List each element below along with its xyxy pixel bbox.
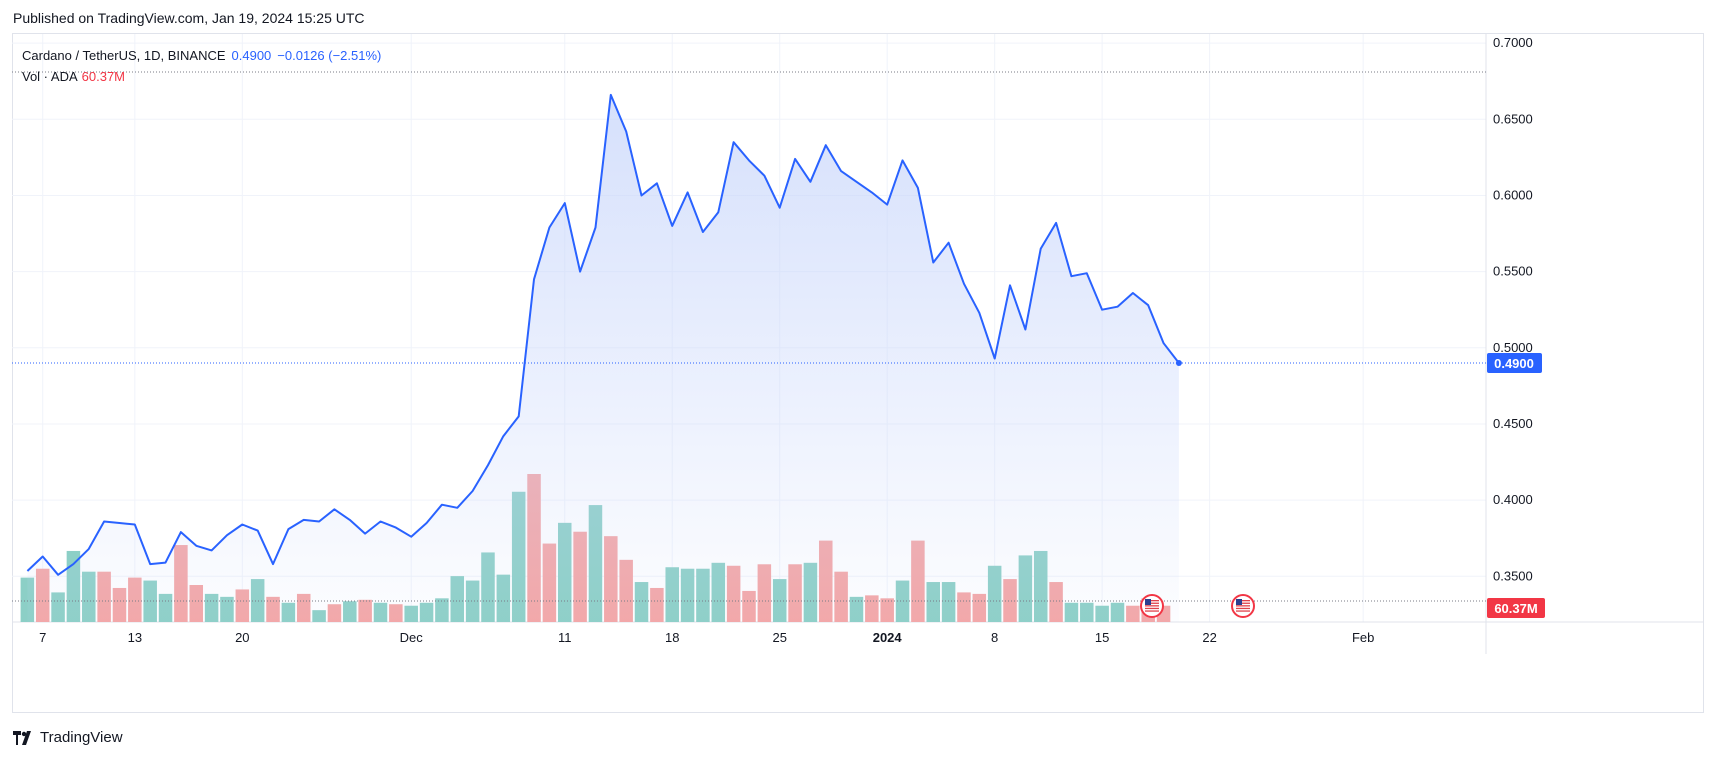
x-tick-label: 15 — [1095, 630, 1109, 645]
flag-stripe — [1145, 605, 1159, 607]
volume-value: 60.37M — [81, 69, 126, 84]
x-tick-label: 20 — [235, 630, 249, 645]
x-tick-label: 18 — [665, 630, 679, 645]
brand-name: TradingView — [40, 729, 123, 746]
x-axis: 7 13 20 Dec 11 18 25 2024 8 15 22 Feb — [39, 630, 1374, 645]
flag-stripe — [1236, 610, 1250, 612]
flag-stripe — [1236, 602, 1250, 604]
us-flag-event-icon[interactable] — [1231, 594, 1255, 618]
x-tick-label: Dec — [400, 630, 424, 645]
flag-stripe — [1236, 600, 1250, 602]
price-series-line — [26, 93, 1180, 576]
y-tick-label: 0.4500 — [1493, 416, 1533, 431]
flag-stripe — [1236, 607, 1250, 610]
x-tick-label: 13 — [128, 630, 142, 645]
y-tick-label: 0.5000 — [1493, 340, 1533, 355]
y-tick-label: 0.7000 — [1493, 35, 1533, 50]
price-line — [26, 93, 1180, 576]
flag-stripe — [1145, 602, 1159, 604]
y-tick-label: 0.6500 — [1493, 111, 1533, 126]
x-tick-label: Feb — [1352, 630, 1374, 645]
tradingview-logo-icon — [13, 730, 31, 745]
y-tick-label: 0.5500 — [1493, 264, 1533, 279]
last-price: 0.4900 — [231, 48, 272, 63]
symbol-label[interactable]: Cardano / TetherUS, 1D, BINANCE — [22, 48, 226, 63]
flag-stripe — [1236, 605, 1250, 607]
chart-legend: Cardano / TetherUS, 1D, BINANCE 0.4900 −0.… — [22, 45, 381, 87]
flag-canton — [1236, 599, 1242, 605]
published-caption: Published on TradingView.com, Jan 19, 20… — [13, 10, 365, 26]
us-flag-event-icon[interactable] — [1140, 594, 1164, 618]
x-tick-label: 7 — [39, 630, 46, 645]
flag-canton — [1145, 599, 1151, 605]
volume-badge — [1487, 598, 1545, 618]
flag-stripe — [1145, 607, 1159, 610]
x-tick-label: 2024 — [873, 630, 903, 645]
volume-badge-label: 60.37M — [1494, 601, 1537, 616]
volume-label[interactable]: Vol · ADA — [22, 69, 78, 84]
x-tick-label: 22 — [1202, 630, 1216, 645]
x-tick-label: 11 — [558, 630, 572, 645]
tradingview-brand[interactable]: TradingView — [13, 729, 123, 746]
price-area-fill — [27, 94, 1179, 622]
flag-stripe — [1145, 600, 1159, 602]
x-tick-label: 8 — [991, 630, 998, 645]
x-tick-label: 25 — [772, 630, 786, 645]
markers — [12, 71, 1486, 618]
last-price-dot — [1175, 360, 1182, 367]
y-axis: 0.7000 0.6500 0.6000 0.5500 0.5000 0.4500 0.40… — [1487, 35, 1545, 618]
y-tick-label: 0.3500 — [1493, 568, 1533, 583]
y-tick-label: 0.6000 — [1493, 187, 1533, 202]
flag-stripe — [1145, 610, 1159, 612]
price-area — [27, 94, 1179, 622]
last-price-badge-label: 0.4900 — [1494, 356, 1534, 371]
y-tick-label: 0.4000 — [1493, 492, 1533, 507]
last-price-badge — [1487, 353, 1542, 374]
chart-frame — [12, 33, 1704, 713]
price-change: −0.0126 (−2.51%) — [277, 48, 382, 63]
